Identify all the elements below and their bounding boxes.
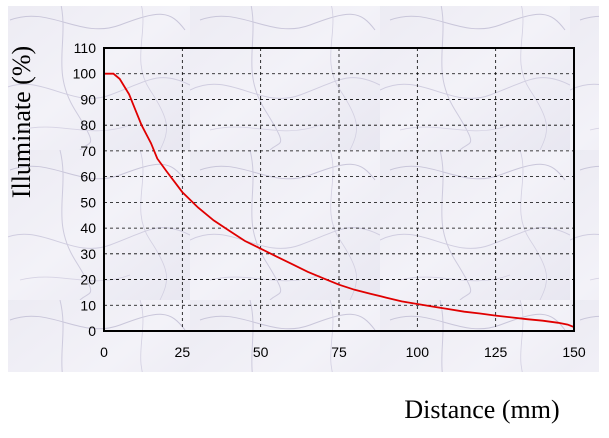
y-tick-label: 0 (88, 323, 96, 339)
x-tick-label: 150 (562, 344, 586, 360)
y-tick-label: 110 (74, 40, 97, 56)
y-tick-label: 70 (80, 143, 96, 159)
x-tick-label: 50 (253, 344, 269, 360)
series-line (104, 72, 575, 328)
y-axis-ticks: 0 10 20 30 40 50 60 70 80 90 100 110 (73, 40, 97, 339)
y-tick-label: 60 (80, 169, 96, 185)
y-tick-label: 90 (80, 91, 96, 107)
plot-border (103, 47, 575, 332)
x-tick-label: 100 (406, 344, 430, 360)
y-tick-label: 80 (80, 117, 96, 133)
x-tick-label: 25 (175, 344, 191, 360)
y-tick-label: 40 (80, 220, 96, 236)
y-tick-label: 10 (80, 297, 96, 313)
y-tick-label: 30 (80, 246, 96, 262)
y-tick-label: 100 (73, 66, 97, 82)
y-axis-title: Illuminate (%) (7, 46, 36, 198)
grid (104, 48, 574, 331)
y-tick-label: 50 (80, 194, 96, 210)
plot-area (103, 47, 575, 332)
x-axis-title: Distance (mm) (404, 395, 559, 424)
x-tick-label: 75 (331, 344, 347, 360)
x-tick-label: 125 (484, 344, 508, 360)
x-axis-ticks: 0 25 50 75 100 125 150 (100, 344, 586, 360)
y-tick-label: 20 (80, 272, 96, 288)
x-tick-label: 0 (100, 344, 108, 360)
